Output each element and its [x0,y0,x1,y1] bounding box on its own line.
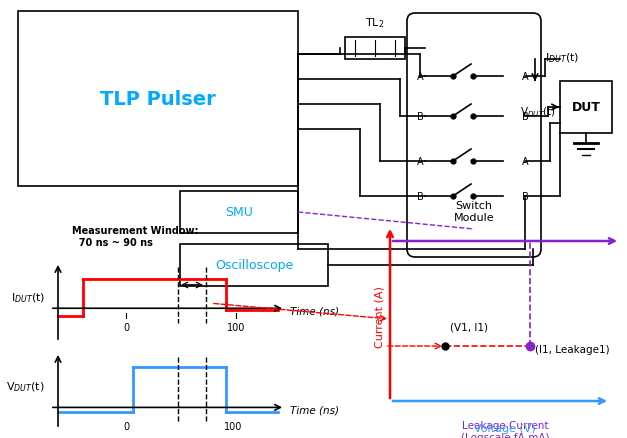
Text: A: A [417,72,423,82]
Text: (V1, I1): (V1, I1) [450,322,488,332]
Text: DUT: DUT [572,101,601,114]
Text: V$_{DUT}$(t): V$_{DUT}$(t) [520,105,556,119]
Text: B: B [522,191,529,201]
Bar [180,191,298,233]
Text: I$_{DUT}$(t): I$_{DUT}$(t) [545,51,579,65]
Text: A: A [522,157,529,166]
Bar [18,12,298,187]
Text: Switch
Module: Switch Module [454,201,494,223]
Bar [560,82,612,134]
Text: B: B [522,112,529,122]
Text: B: B [416,112,423,122]
Text: A: A [417,157,423,166]
Text: I$_{DUT}$(t): I$_{DUT}$(t) [11,290,45,304]
Text: Time (ns): Time (ns) [290,404,339,414]
Text: A: A [522,72,529,82]
Text: Oscilloscope: Oscilloscope [215,259,293,272]
Text: V$_{DUT}$(t): V$_{DUT}$(t) [6,379,45,393]
Text: (I1, Leakage1): (I1, Leakage1) [535,344,609,354]
Text: Leakage Current
(Logscale fA-mA): Leakage Current (Logscale fA-mA) [461,420,549,438]
Text: Time (ns): Time (ns) [290,306,339,315]
FancyBboxPatch shape [407,14,541,258]
Text: B: B [416,191,423,201]
Text: 100: 100 [224,421,242,431]
Bar [180,244,328,286]
Bar [345,38,405,60]
Text: Measurement Window:
  70 ns ~ 90 ns: Measurement Window: 70 ns ~ 90 ns [72,226,199,247]
Text: TL$_2$: TL$_2$ [366,16,384,30]
Text: 0: 0 [123,421,129,431]
Text: 0: 0 [123,322,129,332]
Text: TLP Pulser: TLP Pulser [100,90,216,109]
Text: 100: 100 [227,322,245,332]
Text: SMU: SMU [225,206,253,219]
Text: Current (A): Current (A) [375,286,385,347]
Text: Voltage (V): Voltage (V) [474,423,536,433]
